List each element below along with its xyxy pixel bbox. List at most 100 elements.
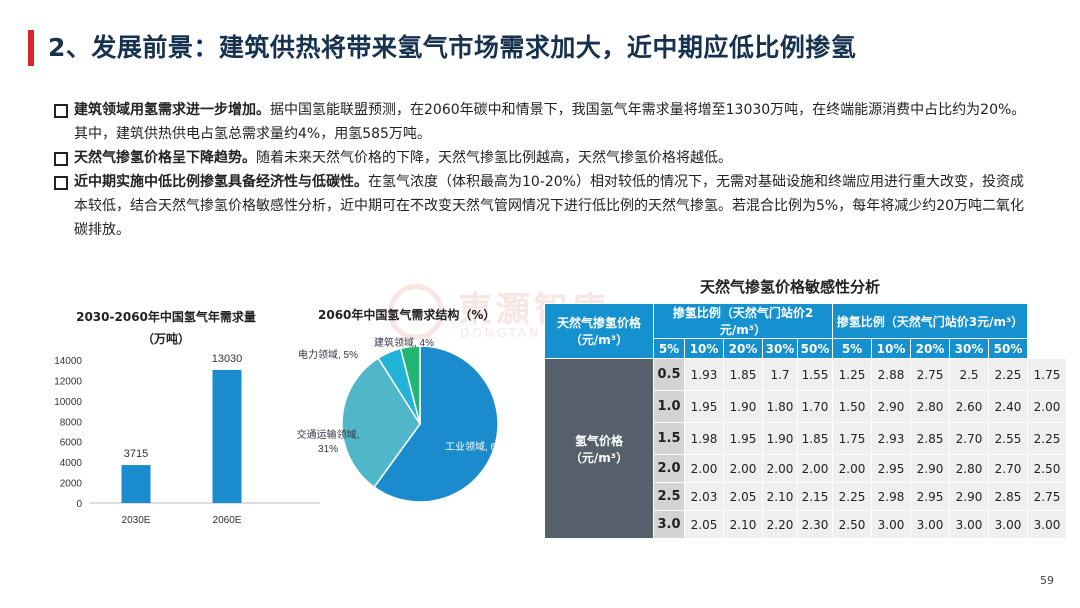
table-group-header-2: 掺氢比例（天然气门站价3元/m³） bbox=[832, 303, 1028, 339]
table-cell: 2.55 bbox=[988, 422, 1028, 455]
table-cell: 2.85 bbox=[910, 422, 950, 455]
table-cell: 1.25 bbox=[832, 358, 872, 391]
row-header: 1.5 bbox=[653, 422, 685, 455]
table-cell: 2.70 bbox=[988, 454, 1028, 483]
table-cell: 2.75 bbox=[910, 358, 950, 391]
table-cell: 1.55 bbox=[797, 358, 833, 391]
table-cell: 2.70 bbox=[949, 422, 989, 455]
table-cell: 2.50 bbox=[832, 510, 872, 539]
bar-value-label: 3715 bbox=[124, 448, 148, 460]
page-title: 2、发展前景：建筑供热将带来氢气市场需求加大，近中期应低比例掺氢 bbox=[48, 33, 857, 62]
y-tick-label: 6000 bbox=[60, 438, 83, 449]
percent-header: 10% bbox=[684, 338, 724, 359]
table-cell: 1.95 bbox=[684, 390, 724, 423]
row-header: 2.5 bbox=[653, 482, 685, 511]
bullet-heading: 天然气掺氢价格呈下降趋势。 bbox=[74, 150, 256, 166]
x-tick-label: 2030E bbox=[122, 515, 151, 526]
y-tick-label: 14000 bbox=[54, 356, 82, 367]
table-cell: 2.00 bbox=[723, 454, 763, 483]
table-cell: 1.85 bbox=[723, 358, 763, 391]
square-bullet-icon bbox=[54, 104, 68, 118]
row-header: 3.0 bbox=[653, 510, 685, 539]
table-cell: 2.03 bbox=[684, 482, 724, 511]
square-bullet-icon bbox=[54, 176, 68, 190]
square-bullet-icon bbox=[54, 152, 68, 166]
table-row: 1.0 1.95 1.90 1.80 1.70 1.50 2.90 2.80 2.60 2.40 2… bbox=[545, 390, 1067, 423]
bullet-text: 在氢气浓度（体积最高为10-20%）相对较低的情况下，无需对基础设施和终端应用进… bbox=[74, 174, 1025, 238]
percent-header: 5% bbox=[832, 338, 872, 359]
table-cell: 3.00 bbox=[1027, 510, 1067, 539]
table-cell: 1.50 bbox=[832, 390, 872, 423]
percent-header: 20% bbox=[910, 338, 950, 359]
percent-header: 50% bbox=[988, 338, 1028, 359]
bar-chart-title: 2030-2060年中国氢气年需求量 bbox=[76, 310, 256, 324]
table-row: 2.5 2.03 2.05 2.10 2.15 2.25 2.98 2.95 2.90 2.85 2… bbox=[545, 482, 1067, 511]
table-cell: 2.93 bbox=[871, 422, 911, 455]
bullet-text: 随着未来天然气价格的下降，天然气掺氢比例越高，天然气掺氢价格将越低。 bbox=[256, 150, 732, 166]
table-cell: 2.88 bbox=[871, 358, 911, 391]
bullet-heading: 建筑领域用氢需求进一步增加。 bbox=[74, 102, 270, 118]
table-cell: 2.00 bbox=[832, 454, 872, 483]
table-cell: 2.40 bbox=[988, 390, 1028, 423]
y-tick-label: 4000 bbox=[60, 458, 83, 469]
table-cell: 2.90 bbox=[910, 454, 950, 483]
pie-slice-label: 电力领域, 5% bbox=[298, 348, 358, 361]
bar bbox=[212, 369, 242, 503]
table-cell: 2.95 bbox=[910, 482, 950, 511]
pie-slice bbox=[341, 357, 421, 489]
row-header: 1.0 bbox=[653, 390, 685, 423]
bar-chart-subtitle: （万吨） bbox=[141, 332, 190, 346]
bullet-text: 据中国氢能联盟预测，在2060年碳中和情景下，我国氢气年需求量将增至13030万… bbox=[74, 102, 1026, 142]
table-row: 氢气价格（元/m³） 0.5 1.93 1.85 1.7 1.55 1.25 2.88 2.75… bbox=[544, 358, 1067, 539]
bullet-item: 天然气掺氢价格呈下降趋势。随着未来天然气价格的下降，天然气掺氢比例越高，天然气掺… bbox=[52, 146, 1037, 170]
table-cell: 2.15 bbox=[797, 482, 833, 511]
table-cell: 2.05 bbox=[684, 510, 724, 539]
table-cell: 2.10 bbox=[762, 482, 798, 511]
table-row: 2.0 2.00 2.00 2.00 2.00 2.00 2.95 2.90 2.80 2.70 2… bbox=[545, 454, 1067, 483]
table-cell: 2.25 bbox=[1027, 422, 1067, 455]
table-row: 1.5 1.98 1.95 1.90 1.85 1.75 2.93 2.85 2.70 2.55 2… bbox=[545, 422, 1067, 455]
bar-value-label: 13030 bbox=[212, 353, 243, 365]
bar bbox=[121, 465, 151, 503]
table-cell: 1.75 bbox=[832, 422, 872, 455]
table-cell: 2.25 bbox=[988, 358, 1028, 391]
table-cell: 1.80 bbox=[762, 390, 798, 423]
table-cell: 2.80 bbox=[910, 390, 950, 423]
table-cell: 2.80 bbox=[949, 454, 989, 483]
table-cell: 3.00 bbox=[949, 510, 989, 539]
row-header: 0.5 bbox=[653, 358, 685, 391]
pie-slice-label: 工业领域, 60% bbox=[445, 440, 511, 453]
table-cell: 2.00 bbox=[762, 454, 798, 483]
percent-header: 30% bbox=[762, 338, 798, 359]
percent-header: 20% bbox=[723, 338, 763, 359]
table-row: 3.0 2.05 2.10 2.20 2.30 2.50 3.00 3.00 3.00 3.00 3… bbox=[545, 510, 1067, 539]
table-cell: 1.95 bbox=[723, 422, 763, 455]
bullet-list: 建筑领域用氢需求进一步增加。据中国氢能联盟预测，在2060年碳中和情景下，我国氢… bbox=[52, 98, 1037, 242]
pie-slice-label: 建筑领域, 4% bbox=[374, 336, 434, 349]
page-number: 59 bbox=[1040, 574, 1054, 587]
percent-header: 5% bbox=[653, 338, 685, 359]
bar-chart: 0 2000 4000 6000 8000 10000 12000 14000 3715 2030… bbox=[54, 353, 320, 526]
table-cell: 2.00 bbox=[1027, 390, 1067, 423]
pie-slice bbox=[399, 345, 421, 425]
bullet-item: 建筑领域用氢需求进一步增加。据中国氢能联盟预测，在2060年碳中和情景下，我国氢… bbox=[52, 98, 1037, 146]
table-cell: 2.98 bbox=[871, 482, 911, 511]
y-tick-label: 12000 bbox=[54, 376, 82, 387]
table-cell: 2.20 bbox=[762, 510, 798, 539]
pie-slice bbox=[373, 345, 499, 503]
table-cell: 2.95 bbox=[871, 454, 911, 483]
pie-slice-label: 交通运输领域, 31% bbox=[297, 428, 360, 455]
table-cell: 1.90 bbox=[723, 390, 763, 423]
table-cell: 2.90 bbox=[949, 482, 989, 511]
table-body: 氢气价格（元/m³） 0.5 1.93 1.85 1.7 1.55 1.25 2.88 2.75… bbox=[544, 358, 1067, 539]
table-cell: 2.50 bbox=[1027, 454, 1067, 483]
table-group-header-1: 掺氢比例（天然气门站价2元/m³） bbox=[653, 303, 833, 339]
sensitivity-table: 天然气掺氢价格（元/m³） 掺氢比例（天然气门站价2元/m³） 掺氢比例（天然气… bbox=[544, 303, 1067, 539]
bullet-heading: 近中期实施中低比例掺氢具备经济性与低碳性。 bbox=[74, 174, 368, 190]
table-cell: 2.25 bbox=[832, 482, 872, 511]
bar-chart-title-block: 2030-2060年中国氢气年需求量 （万吨） bbox=[56, 306, 276, 350]
table-cell: 1.90 bbox=[762, 422, 798, 455]
table-cell: 3.00 bbox=[871, 510, 911, 539]
table-cell: 1.7 bbox=[762, 358, 798, 391]
table-cell: 1.98 bbox=[684, 422, 724, 455]
